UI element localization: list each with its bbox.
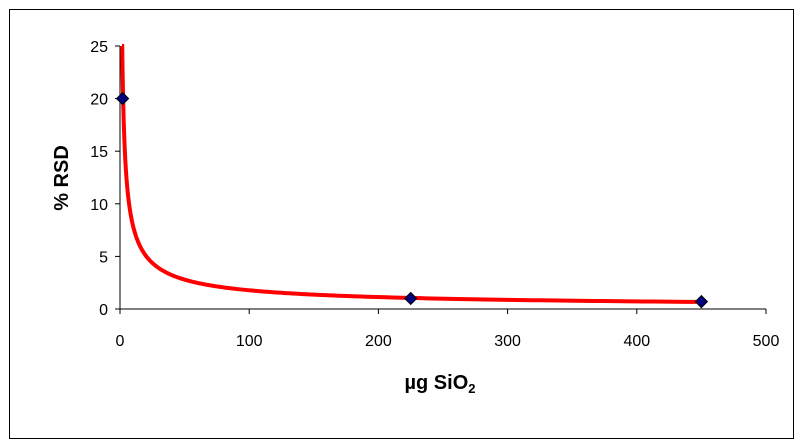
trendline: [120, 44, 702, 304]
data-point: [115, 91, 130, 106]
x-tick-label: 300: [494, 333, 521, 350]
data-point: [403, 291, 418, 306]
x-tick-label: 0: [116, 333, 125, 350]
x-axis-label: µg SiO2: [360, 372, 520, 396]
x-axis-label-text: µg SiO: [404, 372, 469, 394]
data-point: [694, 294, 709, 309]
y-axis-label: % RSD: [51, 145, 73, 211]
y-tick-label: 20: [90, 92, 108, 109]
x-tick-label: 400: [623, 333, 650, 350]
y-tick-label: 5: [99, 249, 108, 266]
x-tick-label: 500: [753, 333, 780, 350]
x-axis-label-subscript: 2: [468, 381, 476, 396]
y-tick-label: 25: [90, 39, 108, 56]
y-tick-label: 15: [90, 144, 108, 161]
x-tick-label: 100: [236, 333, 263, 350]
x-tick-label: 200: [365, 333, 392, 350]
chart-area: [9, 9, 794, 439]
y-tick-label: 0: [99, 302, 108, 319]
chart-plot: 0 5 10 15 20 25 0 100 200 300 400 500 % RSD: [51, 39, 780, 350]
y-tick-label: 10: [90, 197, 108, 214]
